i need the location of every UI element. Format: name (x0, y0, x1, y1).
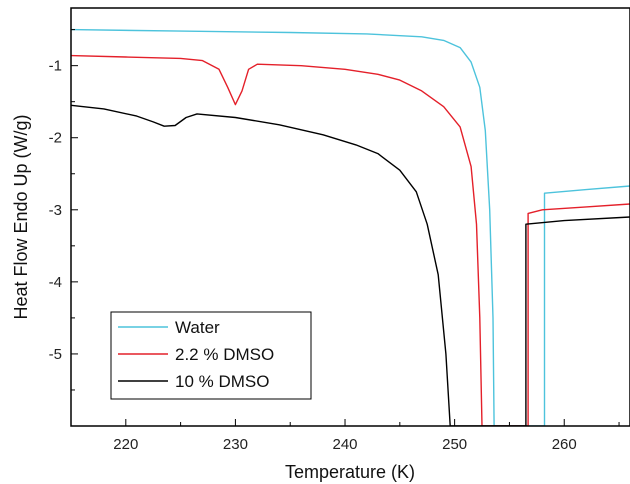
legend-label-0: Water (175, 318, 220, 337)
series-line-0 (71, 28, 630, 426)
y-tick-label: -4 (49, 274, 62, 291)
y-tick-label: -5 (49, 346, 62, 363)
legend-label-1: 2.2 % DMSO (175, 345, 274, 364)
series-layer (71, 28, 630, 426)
x-tick-label: 230 (223, 436, 248, 453)
y-axis: -1 -2 -3 -4 -5 (49, 29, 78, 391)
y-tick-label: -3 (49, 202, 62, 219)
x-tick-label: 240 (333, 436, 358, 453)
x-tick-label: 250 (442, 436, 467, 453)
legend: Water 2.2 % DMSO 10 % DMSO (110, 311, 312, 400)
series-line-1 (71, 54, 630, 426)
x-axis-title: Temperature (K) (285, 462, 415, 482)
y-tick-label: -2 (49, 130, 62, 147)
x-axis: 220 230 240 250 260 (70, 419, 620, 453)
x-tick-label: 260 (552, 436, 577, 453)
y-tick-label: -1 (49, 58, 62, 75)
x-tick-label: 220 (113, 436, 138, 453)
legend-label-2: 10 % DMSO (175, 372, 269, 391)
series-line-2 (71, 104, 630, 426)
plot-frame (70, 7, 630, 427)
y-axis-title: Heat Flow Endo Up (W/g) (11, 114, 31, 319)
